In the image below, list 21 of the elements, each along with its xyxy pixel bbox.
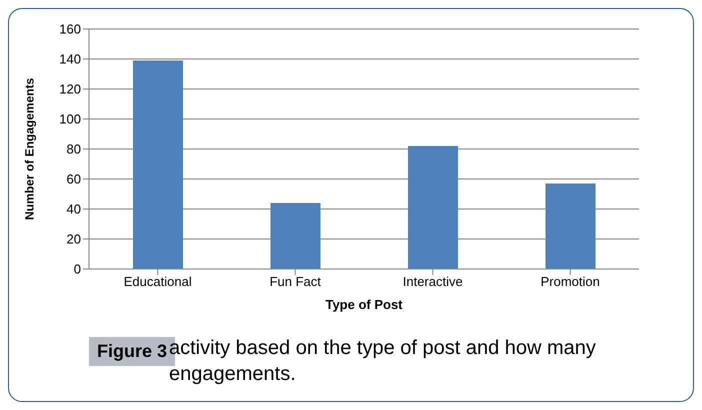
y-tick-label: 80 bbox=[66, 142, 81, 157]
y-tick-label: 40 bbox=[66, 202, 81, 217]
y-tick-label: 140 bbox=[59, 52, 81, 67]
bar bbox=[408, 146, 458, 269]
bar bbox=[133, 60, 183, 269]
y-tick-label: 60 bbox=[66, 172, 81, 187]
y-axis-title: Number of Engagements bbox=[22, 78, 36, 220]
bar bbox=[546, 184, 596, 269]
bar bbox=[270, 203, 320, 269]
y-tick-label: 160 bbox=[59, 22, 81, 37]
x-axis-title: Type of Post bbox=[325, 297, 404, 312]
caption: Figure 3 bbox=[97, 341, 168, 361]
text: activity based on the type of post and how many engagements. bbox=[169, 336, 597, 387]
y-tick-label: 0 bbox=[74, 262, 81, 277]
x-tick-label: Educational bbox=[124, 274, 192, 290]
x-tick-label: Promotion bbox=[540, 274, 600, 290]
y-tick-label: 100 bbox=[59, 112, 81, 127]
x-tick-label: Interactive bbox=[402, 274, 463, 290]
x-tick-label: Fun Fact bbox=[270, 274, 322, 290]
y-tick-label: 120 bbox=[59, 82, 81, 97]
y-tick-label: 20 bbox=[66, 232, 81, 247]
